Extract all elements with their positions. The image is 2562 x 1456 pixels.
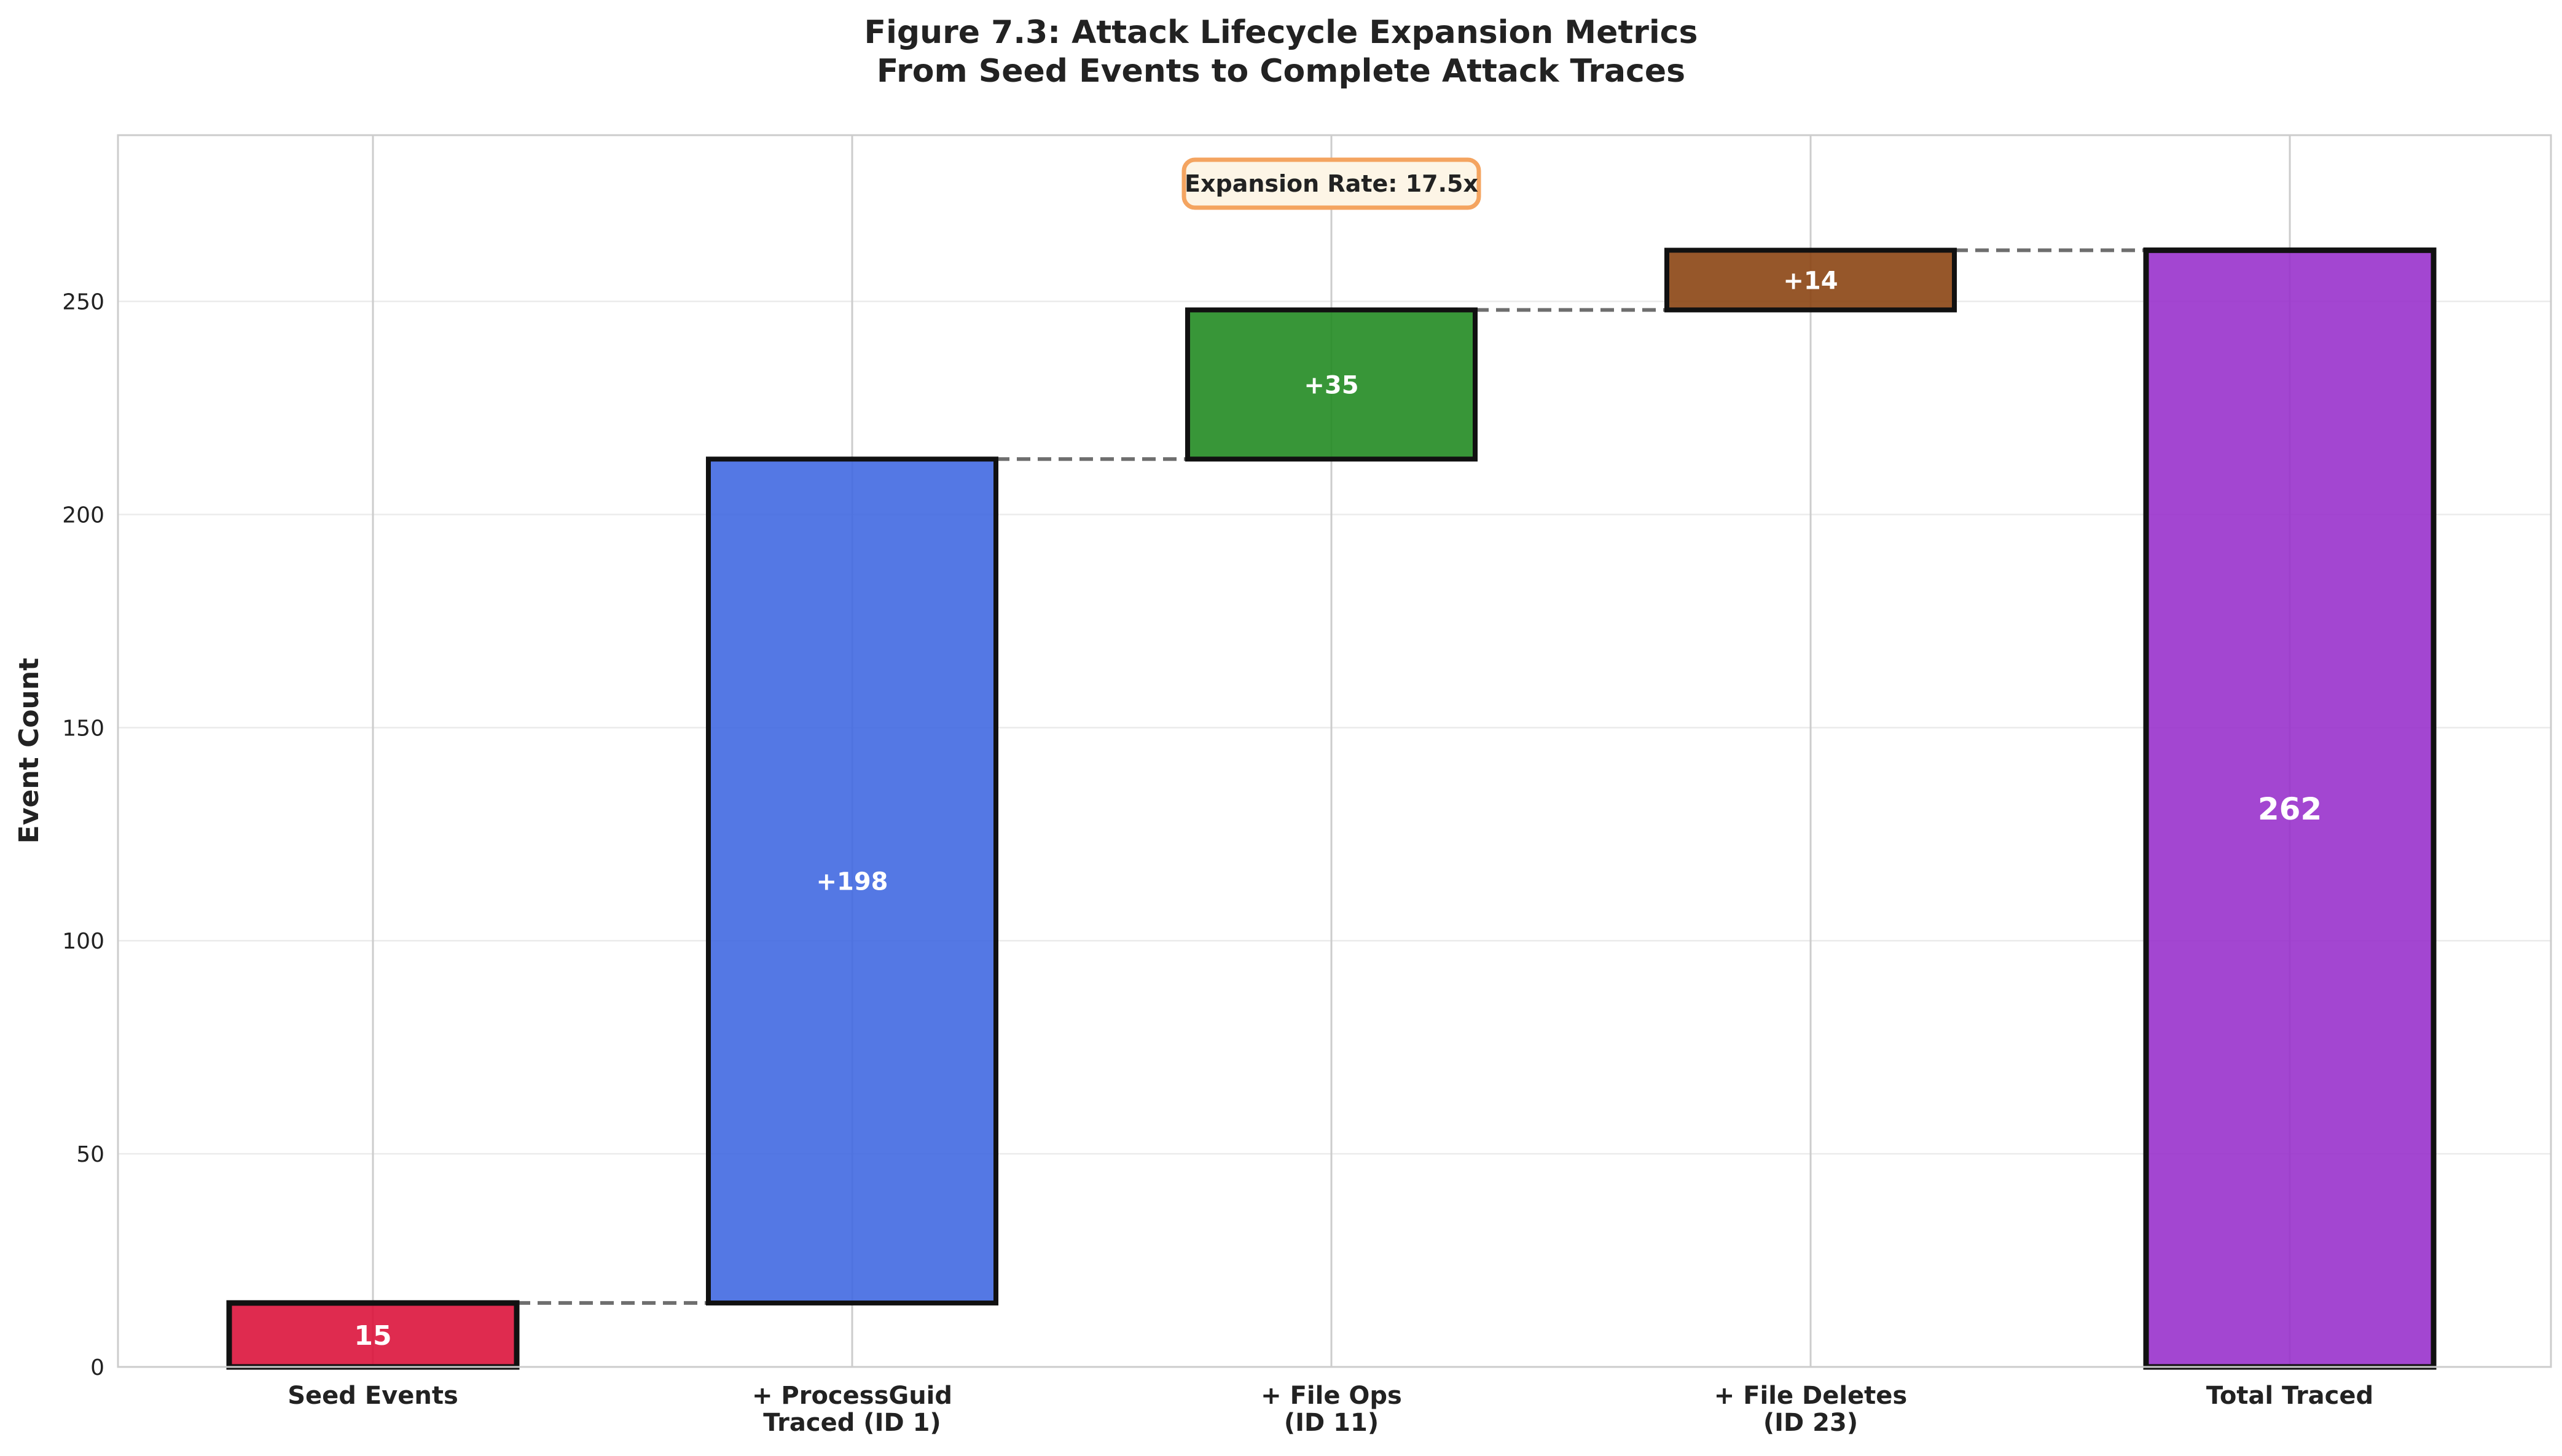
- bar-value-label: +35: [1304, 371, 1358, 399]
- bar: [706, 456, 998, 1305]
- chart-title-line-2: From Seed Events to Complete Attack Trac…: [877, 53, 1685, 90]
- connector-lines: [517, 248, 2146, 1305]
- x-tick-label: + File Deletes: [1714, 1382, 1907, 1410]
- x-tick-label: Seed Events: [288, 1382, 458, 1410]
- y-tick-label: 200: [62, 503, 104, 528]
- y-axis-ticks: 0 50 100 150 200 250: [62, 290, 104, 1380]
- y-tick-label: 100: [62, 929, 104, 954]
- annotation-text: Expansion Rate: 17.5x: [1185, 170, 1478, 197]
- y-axis-label: Event Count: [14, 658, 45, 843]
- bar-value-label: +198: [816, 868, 888, 896]
- bar: [2143, 247, 2437, 1370]
- bar: [1664, 248, 1957, 313]
- x-tick-label: + ProcessGuid: [752, 1382, 952, 1410]
- plot-frame: [117, 134, 2552, 1368]
- bar-value-label: 262: [2258, 791, 2322, 827]
- y-tick-label: 250: [62, 290, 104, 315]
- expansion-rate-annotation: Expansion Rate: 17.5x: [1181, 157, 1481, 210]
- bar-value-label: 15: [354, 1320, 391, 1352]
- bar-value-label: +14: [1783, 267, 1838, 295]
- y-tick-label: 50: [76, 1142, 104, 1167]
- y-tick-label: 0: [90, 1355, 104, 1380]
- x-tick-label: Traced (ID 1): [763, 1409, 941, 1437]
- x-tick-label: (ID 23): [1763, 1409, 1858, 1437]
- x-tick-label: Total Traced: [2206, 1382, 2373, 1410]
- x-tick-label: + File Ops: [1261, 1382, 1402, 1410]
- bars: [226, 247, 2437, 1370]
- bar: [1185, 307, 1478, 462]
- y-tick-label: 150: [62, 716, 104, 741]
- bar-labels: 15 +198 +35 +14 262: [354, 267, 2322, 1352]
- annotation-box: [1181, 157, 1481, 210]
- x-tick-label: (ID 11): [1284, 1409, 1379, 1437]
- chart-title-line-1: Figure 7.3: Attack Lifecycle Expansion M…: [864, 14, 1698, 51]
